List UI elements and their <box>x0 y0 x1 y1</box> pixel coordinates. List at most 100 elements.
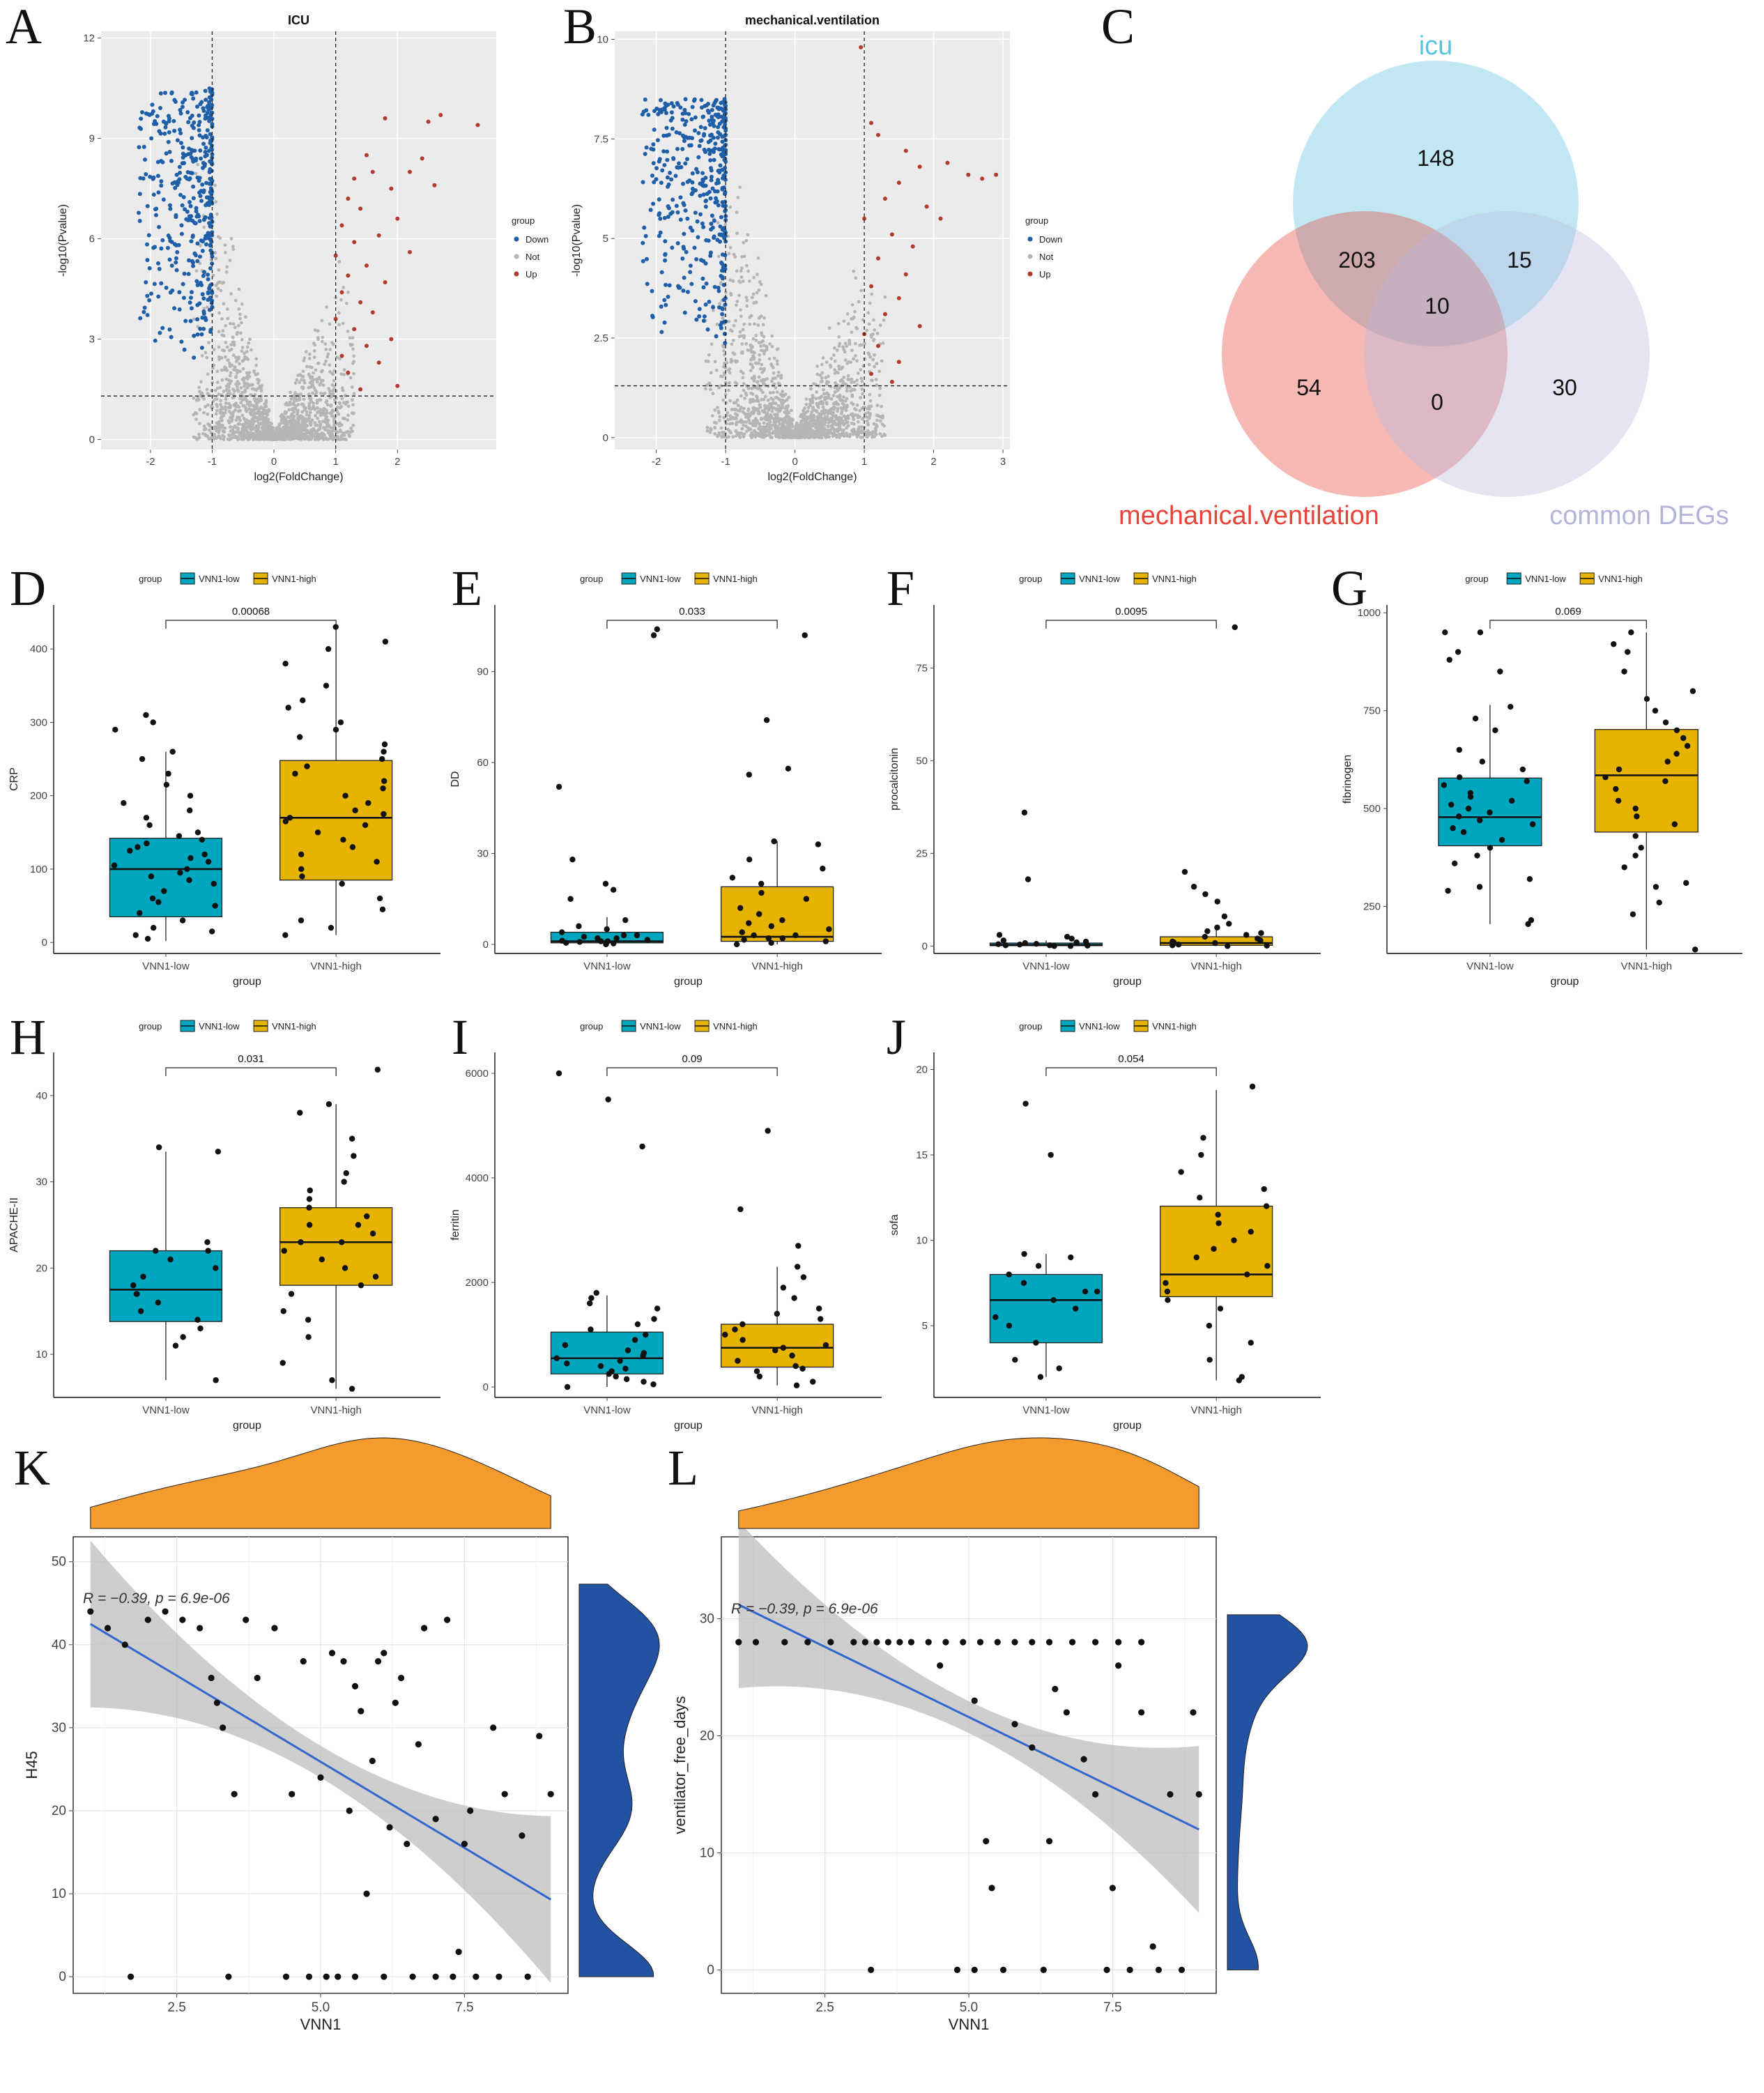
data-point <box>1664 758 1671 765</box>
point-down <box>199 332 204 337</box>
point-not <box>192 317 196 321</box>
data-point <box>1689 688 1696 694</box>
point-up <box>352 176 357 181</box>
data-point <box>374 1066 381 1073</box>
y-tick-label: 300 <box>30 716 47 728</box>
point-not <box>882 432 887 436</box>
point-up <box>859 45 864 49</box>
y-tick-label: 0 <box>89 434 95 446</box>
point-not <box>816 405 820 409</box>
point-not <box>255 432 259 436</box>
point-not <box>226 358 230 362</box>
point-down <box>663 101 668 106</box>
point-down <box>710 225 715 230</box>
point-down <box>208 138 213 143</box>
point-not <box>294 404 298 408</box>
point-not <box>749 362 753 366</box>
data-point <box>381 811 387 818</box>
volcano-plot-A: -2 -1 0 1 2036912ICUlog2(FoldChange)-log10(P… <box>57 13 549 483</box>
point-down <box>197 219 202 224</box>
point-not <box>274 434 278 437</box>
box-vnn1-high <box>1160 1205 1273 1298</box>
point-not <box>238 362 241 366</box>
point-not <box>824 376 828 380</box>
point-down <box>697 144 702 148</box>
point-up <box>896 360 901 365</box>
point-not <box>240 423 245 427</box>
point-not <box>788 427 792 431</box>
point-not <box>213 388 217 392</box>
point-down <box>663 252 668 257</box>
y-tick-label: 750 <box>1363 705 1381 717</box>
point-not <box>790 408 793 413</box>
data-point <box>1073 939 1080 946</box>
point-not <box>249 420 253 424</box>
point-not <box>709 388 712 392</box>
data-point <box>1109 1885 1116 1892</box>
point-down <box>145 204 150 208</box>
point-down <box>178 131 183 136</box>
point-down <box>203 150 208 155</box>
point-down <box>204 135 209 139</box>
point-not <box>217 345 221 349</box>
data-point <box>282 661 289 667</box>
point-not <box>254 424 259 428</box>
point-down <box>190 148 195 153</box>
point-not <box>243 390 247 394</box>
point-down <box>723 204 728 208</box>
point-not <box>716 409 721 413</box>
point-not <box>838 418 841 422</box>
significance-bracket <box>165 620 337 629</box>
point-down <box>703 104 707 109</box>
data-point <box>362 822 369 828</box>
point-down <box>648 208 653 213</box>
point-not <box>228 425 232 429</box>
point-not <box>845 431 848 435</box>
y-marginal-density <box>578 1584 660 1977</box>
point-up <box>882 197 887 201</box>
point-down <box>701 319 706 323</box>
point-down <box>723 266 728 271</box>
data-point <box>213 1699 220 1706</box>
point-not <box>325 411 329 415</box>
point-not <box>799 415 802 419</box>
y-tick-label: 0 <box>59 1970 66 1984</box>
point-up <box>938 216 943 221</box>
point-down <box>650 174 654 178</box>
point-down <box>718 224 723 229</box>
point-not <box>222 280 226 284</box>
data-point <box>996 932 1003 938</box>
y-tick-label: 0 <box>483 939 489 951</box>
data-point <box>1167 1791 1174 1798</box>
point-not <box>871 332 875 336</box>
point-not <box>222 430 226 434</box>
point-down <box>175 183 180 187</box>
point-not <box>240 346 245 349</box>
point-not <box>842 376 846 379</box>
point-down <box>197 133 202 138</box>
point-down <box>155 114 160 118</box>
regression-line <box>738 1604 1199 1831</box>
point-not <box>306 437 310 441</box>
point-down <box>685 216 690 221</box>
data-point <box>1069 1639 1076 1646</box>
point-not <box>296 433 300 436</box>
point-down <box>180 203 185 208</box>
point-down <box>723 302 728 307</box>
data-point <box>1212 940 1218 946</box>
point-not <box>231 396 235 400</box>
point-not <box>785 434 788 438</box>
point-not <box>217 330 221 334</box>
point-up <box>869 371 874 376</box>
point-not <box>231 414 235 418</box>
y-tick-label: 25 <box>916 848 928 859</box>
point-not <box>239 401 243 405</box>
point-not <box>853 309 857 314</box>
data-point <box>971 1966 978 1974</box>
point-down <box>707 122 712 127</box>
point-down <box>710 107 714 112</box>
point-not <box>759 282 763 286</box>
point-not <box>252 410 256 414</box>
data-point <box>732 1326 738 1333</box>
point-not <box>858 408 862 413</box>
